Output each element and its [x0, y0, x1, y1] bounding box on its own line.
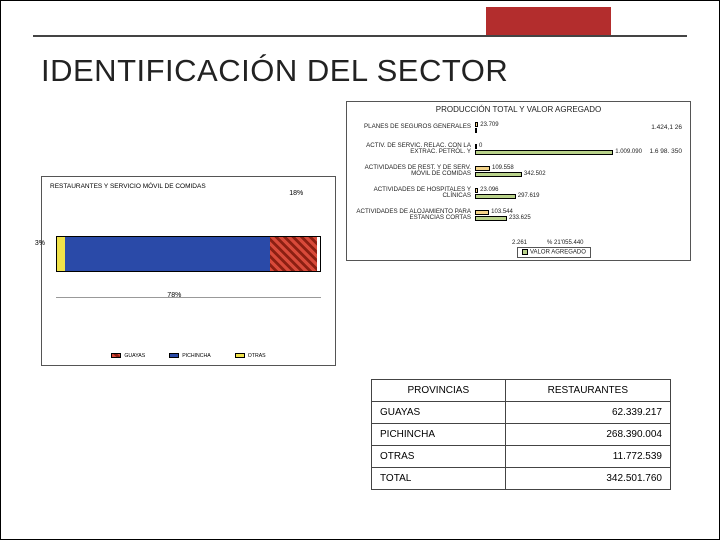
segment-otras	[57, 237, 65, 271]
top-chart-rows: PLANES DE SEGUROS GENERALES23.709 ACTIV. …	[347, 116, 690, 226]
left-chart-title: RESTAURANTES Y SERVICIO MÓVIL DE COMIDAS	[42, 177, 335, 190]
bar-wrap: 103.544233.625	[475, 210, 690, 220]
table-row: PICHINCHA268.390.004	[372, 424, 671, 446]
bar-a	[475, 188, 478, 193]
bar-b	[475, 216, 507, 221]
right-number-2: 1.6 98. 350	[649, 148, 682, 155]
chart-row: ACTIVIDADES DE ALOJAMIENTO PARA ESTANCIA…	[347, 204, 690, 226]
table-col-0: PROVINCIAS	[372, 380, 506, 402]
legend-swatch	[235, 353, 245, 358]
bar-a	[475, 210, 489, 215]
chart-row: ACTIV. DE SERVIC. RELAC. CON LA EXTRAC. …	[347, 138, 690, 160]
bar-b	[475, 128, 477, 133]
bar-a	[475, 122, 478, 127]
top-chart-title: PRODUCCIÓN TOTAL Y VALOR AGREGADO	[347, 102, 690, 116]
chart-row: ACTIVIDADES DE REST. Y DE SERV. MÓVIL DE…	[347, 160, 690, 182]
value-b: 297.619	[518, 193, 540, 199]
table-cell: 342.501.760	[505, 468, 670, 490]
legend-label: VALOR AGREGADO	[530, 250, 586, 256]
table-row: TOTAL342.501.760	[372, 468, 671, 490]
segment-pichincha	[65, 237, 270, 271]
top-chart: PRODUCCIÓN TOTAL Y VALOR AGREGADO PLANES…	[346, 101, 691, 261]
pct-label-guayas: 18%	[289, 190, 303, 197]
row-label: PLANES DE SEGUROS GENERALES	[347, 124, 475, 130]
table-cell: GUAYAS	[372, 402, 506, 424]
row-label: ACTIVIDADES DE REST. Y DE SERV. MÓVIL DE…	[347, 165, 475, 177]
left-chart-body: 18%78%3%	[56, 208, 321, 298]
chart-row: ACTIVIDADES DE HOSPITALES Y CLÍNICAS23.0…	[347, 182, 690, 204]
bar-a	[475, 144, 477, 149]
legend-swatch	[169, 353, 179, 358]
row-label: ACTIVIDADES DE ALOJAMIENTO PARA ESTANCIA…	[347, 209, 475, 221]
table-cell: 268.390.004	[505, 424, 670, 446]
table-cell: 11.772.539	[505, 446, 670, 468]
segment-guayas	[270, 237, 317, 271]
pct-label-pichincha: 78%	[167, 292, 181, 299]
accent-block	[486, 7, 611, 35]
extra-value-right: % 21'055.440	[547, 240, 584, 246]
page-title: IDENTIFICACIÓN DEL SECTOR	[41, 53, 508, 89]
legend-swatch	[522, 249, 528, 255]
top-chart-legend: VALOR AGREGADO	[517, 247, 591, 258]
provinces-table: PROVINCIAS RESTAURANTES GUAYAS62.339.217…	[371, 379, 671, 490]
bar-b	[475, 172, 522, 177]
pct-label-otras: 3%	[35, 240, 45, 247]
bar-wrap: 23.096297.619	[475, 188, 690, 198]
table-row: GUAYAS62.339.217	[372, 402, 671, 424]
legend-item: PICHINCHA	[169, 353, 211, 359]
legend-item: OTRAS	[235, 353, 266, 359]
legend-item: GUAYAS	[111, 353, 145, 359]
table-col-1: RESTAURANTES	[505, 380, 670, 402]
right-number-1: 1.424,1 26	[651, 124, 682, 131]
bar-a	[475, 166, 490, 171]
stacked-bar	[56, 236, 321, 272]
legend-swatch	[111, 353, 121, 358]
chart-row: PLANES DE SEGUROS GENERALES23.709	[347, 116, 690, 138]
accent-rule	[33, 35, 687, 37]
left-chart-legend: GUAYAS PICHINCHA OTRAS	[42, 353, 335, 359]
bar-wrap: 109.558342.502	[475, 166, 690, 176]
extra-value-left: 2.261	[512, 240, 527, 246]
row-label: ACTIV. DE SERVIC. RELAC. CON LA EXTRAC. …	[347, 143, 475, 155]
bar-b	[475, 150, 613, 155]
value-b: 342.502	[524, 171, 546, 177]
table-cell: TOTAL	[372, 468, 506, 490]
table-cell: OTRAS	[372, 446, 506, 468]
table-row: OTRAS11.772.539	[372, 446, 671, 468]
table-cell: 62.339.217	[505, 402, 670, 424]
bar-b	[475, 194, 516, 199]
row-label: ACTIVIDADES DE HOSPITALES Y CLÍNICAS	[347, 187, 475, 199]
left-chart: RESTAURANTES Y SERVICIO MÓVIL DE COMIDAS…	[41, 176, 336, 366]
value-b: 1.009.090	[615, 149, 642, 155]
value-b: 233.625	[509, 215, 531, 221]
table-cell: PICHINCHA	[372, 424, 506, 446]
